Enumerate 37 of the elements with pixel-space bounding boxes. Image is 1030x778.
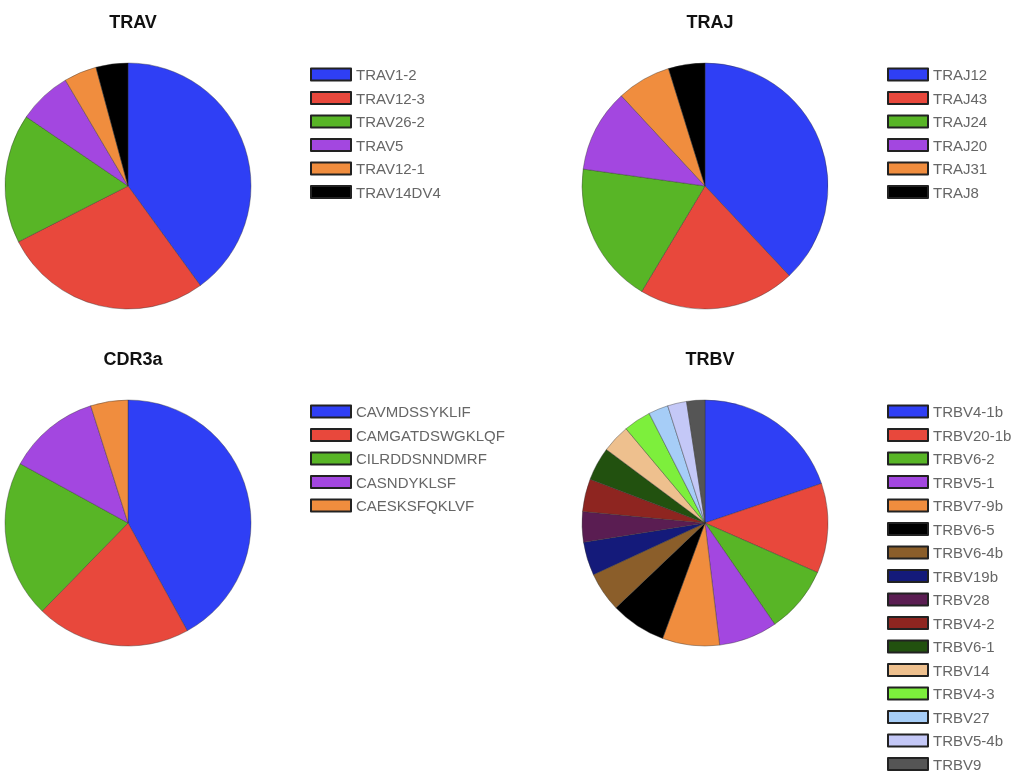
legend-label: TRBV5-4b	[933, 732, 1004, 749]
legend-label: TRBV6-1	[933, 638, 995, 655]
legend-label: TRBV4-3	[933, 685, 995, 702]
legend-label: TRAV12-3	[356, 89, 425, 107]
legend-label: CASNDYKLSF	[356, 473, 457, 491]
legend-label: CAESKSFQKLVF	[356, 497, 475, 514]
legend-label: TRBV9	[933, 755, 982, 773]
legend-label: TRBV5-1	[933, 473, 995, 491]
legend-label: TRAV14DV4	[356, 183, 441, 201]
chart-title: TRAJ	[686, 12, 734, 32]
legend-label: TRAV26-2	[356, 113, 425, 130]
legend-label: TRBV14	[933, 661, 990, 679]
legend-label: TRBV6-4b	[933, 544, 1004, 561]
legend-label: TRBV20-1b	[933, 426, 1012, 444]
chart-title: TRBV	[685, 349, 735, 369]
legend-label: TRBV4-2	[933, 614, 995, 632]
chart-title: TRAV	[109, 12, 157, 32]
legend-label: TRBV4-1b	[933, 403, 1004, 420]
legend-label: TRAJ12	[933, 66, 988, 83]
legend-label: TRBV27	[933, 708, 990, 726]
legend-label: TRBV28	[933, 591, 990, 608]
legend-label: TRBV7-9b	[933, 497, 1004, 514]
legend-label: TRAJ43	[933, 89, 988, 107]
legend-label: CAMGATDSWGKLQF	[356, 426, 505, 444]
legend-label: TRAV5	[356, 136, 404, 154]
legend-label: TRBV6-5	[933, 520, 995, 538]
chart-title: CDR3a	[103, 349, 164, 369]
legend-label: CILRDDSNNDMRF	[356, 450, 487, 467]
legend-label: TRAV12-1	[356, 160, 425, 177]
legend-label: CAVMDSSYKLIF	[356, 403, 471, 420]
legend-label: TRBV6-2	[933, 450, 995, 467]
legend-label: TRBV19b	[933, 567, 999, 585]
legend-label: TRAJ20	[933, 136, 988, 154]
legend-label: TRAJ24	[933, 113, 988, 130]
legend-label: TRAJ31	[933, 160, 988, 177]
legend-label: TRAV1-2	[356, 66, 417, 83]
legend-label: TRAJ8	[933, 183, 979, 201]
